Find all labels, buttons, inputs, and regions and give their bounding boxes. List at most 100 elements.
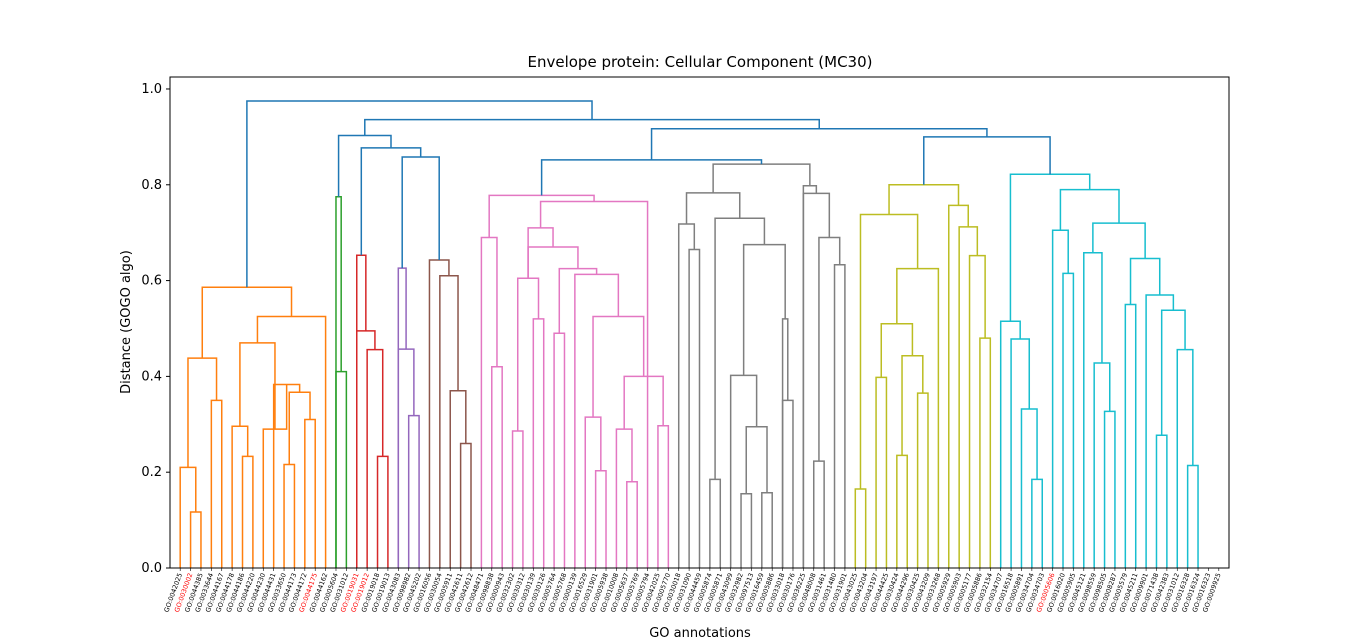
dendrogram-link — [948, 204, 969, 568]
dendrogram-link — [241, 455, 254, 568]
dendrogram-links — [179, 100, 1199, 568]
dendrogram-link — [594, 470, 607, 568]
dendrogram-link — [401, 156, 440, 269]
dendrogram-link — [677, 223, 696, 568]
dendrogram-link — [712, 163, 811, 193]
dendrogram-link — [288, 391, 311, 465]
dendrogram-link — [189, 511, 202, 568]
dendrogram-link — [1103, 410, 1116, 568]
plot-frame — [169, 76, 1230, 569]
dendrogram-link — [574, 273, 620, 568]
y-tick-label: 0.2 — [141, 465, 162, 480]
dendrogram-link — [761, 492, 773, 568]
dendrogram-link — [1031, 478, 1043, 568]
dendrogram-link — [623, 375, 664, 430]
dendrogram-link — [1009, 173, 1091, 322]
dendrogram-link — [335, 196, 342, 568]
dendrogram-link — [709, 478, 722, 568]
dendrogram-link — [781, 399, 794, 568]
dendrogram-link — [650, 127, 988, 160]
dendrogram-link — [366, 348, 384, 568]
dendrogram-link — [781, 318, 789, 568]
dendrogram-link — [1093, 362, 1111, 568]
dendrogram-link — [231, 425, 249, 568]
dendrogram-link — [714, 217, 766, 480]
dendrogram-link — [210, 399, 223, 568]
y-tick-label: 0.6 — [141, 274, 162, 289]
dendrogram-link — [304, 418, 316, 568]
dendrogram-link — [1062, 272, 1075, 568]
dendrogram-link — [1155, 434, 1168, 568]
dendrogram-link — [896, 454, 908, 568]
dendrogram-link — [880, 322, 914, 378]
dendrogram-link — [491, 366, 503, 568]
dendrogram-link — [527, 246, 579, 279]
dendrogram-link — [1010, 338, 1031, 568]
dendrogram-link — [246, 100, 593, 288]
y-tick-label: 0.0 — [141, 561, 162, 576]
dendrogram-link — [592, 315, 645, 418]
dendrogram-link — [364, 118, 820, 136]
dendrogram-link — [626, 481, 638, 568]
dendrogram-link — [201, 286, 293, 359]
dendrogram-link — [516, 277, 540, 431]
dendrogram-link — [187, 357, 218, 468]
dendrogram-link — [459, 442, 472, 568]
dendrogram-link — [802, 184, 818, 568]
dendrogram-link — [968, 254, 986, 568]
dendrogram-link — [1129, 257, 1161, 305]
dendrogram-link — [558, 267, 598, 334]
dendrogram-link — [657, 424, 670, 568]
chart-title: Envelope protein: Cellular Component (MC… — [528, 53, 873, 71]
dendrogram-link — [854, 488, 867, 568]
dendrogram-link — [376, 455, 389, 568]
dendrogram-link — [262, 384, 288, 568]
dendrogram-link — [179, 466, 197, 568]
dendrogram-link — [859, 213, 919, 489]
dendrogram-link — [335, 370, 348, 568]
dendrogram-link — [407, 414, 420, 568]
dendrogram-link — [1160, 309, 1186, 436]
y-tick-label: 1.0 — [141, 82, 162, 97]
dendrogram-link — [818, 236, 841, 462]
dendrogram-link — [740, 493, 753, 568]
dendrogram-link — [356, 330, 376, 568]
dendrogram-link — [916, 392, 929, 568]
dendrogram-link — [397, 267, 407, 568]
dendrogram-link — [1176, 348, 1194, 568]
dendrogram-link — [685, 192, 741, 225]
y-tick-label: 0.4 — [141, 369, 162, 384]
dendrogram-link — [901, 355, 924, 456]
dendrogram-link — [337, 134, 392, 197]
dendrogram-link — [397, 348, 415, 568]
dendrogram-link — [958, 226, 979, 568]
dendrogram-link — [1083, 252, 1103, 568]
dendrogram-link — [584, 416, 602, 568]
dendrogram-link — [833, 264, 846, 568]
dendrogram-link — [1059, 188, 1120, 231]
dendrogram-link — [812, 460, 825, 568]
dendrogram-link — [283, 463, 296, 568]
dendrogram-link — [239, 342, 276, 430]
dendrogram-link — [896, 267, 940, 568]
dendrogram-link — [439, 275, 459, 568]
dendrogram-link — [923, 136, 1051, 185]
y-axis-ticks: 0.0 0.2 0.4 0.6 0.8 1.0 — [141, 82, 170, 576]
dendrogram-link — [875, 376, 888, 568]
dendrogram-link — [356, 254, 367, 568]
dendrogram-link — [360, 147, 422, 256]
dendrogram-link — [539, 200, 649, 568]
dendrogram-link — [742, 243, 786, 376]
dendrogram-link — [449, 390, 467, 568]
dendrogram-link — [1020, 408, 1038, 568]
dendrogram-link — [553, 332, 566, 568]
dendrogram-link — [979, 337, 992, 568]
y-axis-label: Distance (GOGO algo) — [119, 250, 134, 394]
x-axis-label: GO annotations — [649, 626, 751, 638]
dendrogram-link — [532, 318, 545, 568]
dendrogram-link — [1145, 294, 1175, 568]
dendrogram-link — [615, 428, 633, 568]
dendrogram-link — [729, 374, 758, 568]
dendrogram-link — [480, 236, 498, 568]
